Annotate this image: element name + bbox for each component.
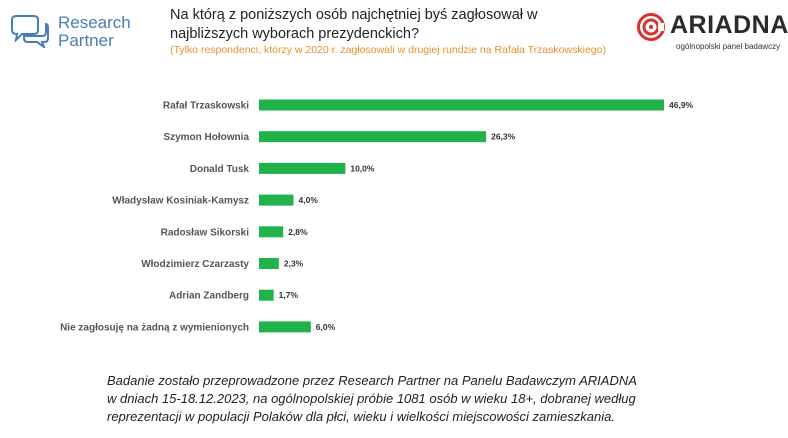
bar (259, 321, 311, 333)
ariadna-brand-name: ARIADNA (670, 11, 788, 39)
value-label: 46,9% (669, 100, 694, 110)
logo-text-line2: Partner (58, 31, 114, 50)
footnote-line-1: Badanie zostało przeprowadzone przez Res… (107, 373, 637, 388)
value-label: 1,7% (279, 290, 299, 300)
footnote-line-2: w dniach 15-18.12.2023, na ogólnopolskie… (107, 391, 636, 406)
bar (259, 289, 274, 301)
ariadna-logo: ARIADNA ogólnopolski panel badawczy (636, 11, 788, 52)
bar (259, 258, 279, 269)
logo-text-line1: Research (58, 13, 131, 32)
value-label: 4,0% (299, 195, 319, 205)
category-label: Włodzimierz Czarzasty (141, 259, 249, 270)
ariadna-swirl-icon (637, 13, 665, 41)
category-label: Donald Tusk (190, 164, 250, 175)
bar (259, 194, 294, 206)
ariadna-tagline: ogólnopolski panel badawczy (676, 42, 781, 51)
category-label: Adrian Zandberg (169, 291, 249, 302)
category-label: Szymon Hołownia (163, 132, 249, 143)
footnote-line-3: reprezentacji w populacji Polaków dla pł… (107, 409, 615, 424)
value-label: 10,0% (350, 163, 375, 173)
bar (259, 131, 487, 143)
category-label: Radosław Sikorski (161, 227, 250, 238)
footnote: Badanie zostało przeprowadzone przez Res… (107, 372, 707, 426)
value-label: 26,3% (491, 132, 516, 142)
research-partner-logo: Research Partner (8, 10, 138, 50)
value-label: 6,0% (316, 322, 336, 332)
bar (259, 99, 664, 111)
value-label: 2,3% (284, 259, 304, 269)
bar (259, 226, 284, 238)
chart-title: Na którą z poniższych osób najchętniej b… (170, 7, 538, 42)
category-label: Władysław Kosiniak-Kamysz (112, 196, 249, 207)
speech-bubbles-icon (11, 15, 49, 48)
category-label: Rafał Trzaskowski (163, 101, 249, 112)
category-label: Nie zagłosuję na żadną z wymienionych (60, 322, 249, 333)
chart-subtitle: (Tylko respondenci, którzy w 2020 r. zag… (170, 44, 606, 56)
value-label: 2,8% (288, 227, 308, 237)
bar (259, 162, 346, 174)
